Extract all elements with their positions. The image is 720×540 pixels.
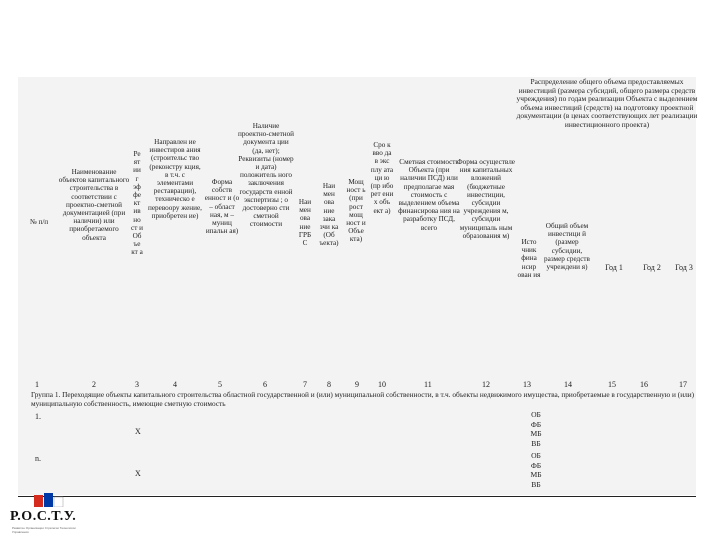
funding-codes: ОБ ФБ МБ ВБ [526,410,546,448]
column-header-2: Наименование объектов капитального строи… [58,168,130,242]
column-number: 12 [482,380,490,389]
column-number: 9 [355,380,359,389]
column-header-1: № п/п [29,218,49,226]
column-number: 4 [173,380,177,389]
funding-code: ФБ [530,419,542,429]
row-number: n. [35,454,41,463]
column-header-6: Наличие проектно-сметной документа ции (… [237,122,295,229]
rostu-logo: Р.О.С.Т.У. Развитие Организации Стратеги… [8,493,88,537]
logo-subtitle: Развитие Организации Стратегии Технологи… [12,526,76,534]
column-number: 5 [218,380,222,389]
column-number: 2 [92,380,96,389]
column-header-13: Исто чник фина нсир ован ия [517,238,541,279]
funding-code: ВБ [531,479,541,489]
column-number: 14 [564,380,572,389]
column-number: 13 [523,380,531,389]
column-header-8: Наи мен ова ние зака зчи ка (Об ъекта) [319,182,339,248]
column-header-5: Форма собств енност и (о – област ная, м… [204,178,240,236]
funding-code: ВБ [531,438,541,448]
table-sheet [18,77,696,495]
column-header-12: Форма осуществле ния капитальных вложени… [456,158,516,240]
bottom-rule [18,496,696,497]
row-mark: Х [135,469,141,478]
column-header-16: Год 2 [643,264,661,272]
column-header-15: Год 1 [605,264,623,272]
row-mark: Х [135,427,141,436]
column-header-17: Год 3 [675,264,693,272]
column-header-9: Мощ ност ь (при рост мощ ност и Объе кта… [346,178,366,244]
column-header-3: Ре ят ии г эф фе кт ив но ст и Об ъе кт … [131,150,143,257]
column-number: 3 [135,380,139,389]
column-number: 10 [378,380,386,389]
column-number: 15 [608,380,616,389]
flag-icon [34,493,64,507]
funding-codes: ОБ ФБ МБ ВБ [526,451,546,489]
funding-code: МБ [530,470,542,480]
funding-code: ФБ [530,460,542,470]
column-header-14: Общий объем инвестици й (размер субсидии… [544,222,590,272]
column-number: 16 [640,380,648,389]
column-header-7: Наи мен ова ние ГРБ С [298,198,312,248]
column-number: 1 [35,380,39,389]
column-header-11: Сметная стоимость Объекта (при наличии П… [398,158,460,232]
logo-name: Р.О.С.Т.У. [10,509,77,524]
column-number: 11 [424,380,432,389]
column-number: 7 [303,380,307,389]
funding-code: ОБ [531,451,541,460]
column-number: 17 [679,380,687,389]
row-number: 1. [35,412,41,421]
funding-code: МБ [530,429,542,439]
group-title: Группа 1. Переходящие объекты капитально… [31,390,695,408]
funding-code: ОБ [531,410,541,419]
column-header-10: Сро к вво да в экс плу ата ци ю (пр ибо … [370,141,394,215]
column-number: 6 [263,380,267,389]
column-header-4: Направлен ие инвестиров ания (строительс… [148,138,202,220]
column-number: 8 [327,380,331,389]
distribution-header: Распределение общего объема предоставляе… [516,78,698,129]
